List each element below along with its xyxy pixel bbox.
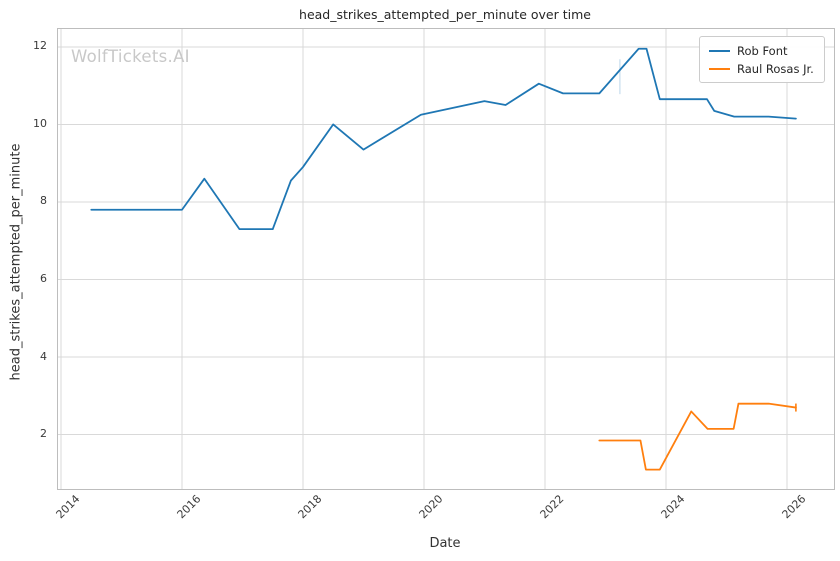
legend-label-raul-rosas-jr: Raul Rosas Jr.	[737, 62, 814, 76]
x-tick-label: 2026	[779, 492, 809, 522]
y-tick-label: 6	[40, 272, 47, 286]
x-tick-label: 2018	[295, 492, 325, 522]
legend-item-rob-font: Rob Font	[700, 42, 824, 60]
y-tick-label: 10	[33, 116, 47, 130]
x-tick-label: 2022	[537, 492, 567, 522]
y-tick-label: 12	[33, 39, 47, 53]
y-tick-label: 4	[40, 349, 47, 363]
x-tick-label: 2014	[53, 492, 83, 522]
x-tick-label: 2020	[416, 492, 446, 522]
x-axis-label: Date	[429, 536, 461, 551]
legend-label-rob-font: Rob Font	[737, 44, 788, 58]
series-line-raul-rosas-jr	[598, 402, 797, 471]
legend: Rob Font Raul Rosas Jr.	[699, 36, 825, 83]
chart-title: head_strikes_attempted_per_minute over t…	[299, 7, 591, 22]
y-tick-label: 2	[40, 427, 47, 441]
plot-canvas	[58, 29, 834, 489]
x-tick-label: 2016	[174, 492, 204, 522]
plot-area	[57, 28, 835, 490]
legend-line-swatch-orange	[709, 68, 730, 70]
x-tick-label: 2024	[658, 492, 688, 522]
y-axis-label: head_strikes_attempted_per_minute	[8, 143, 24, 381]
legend-item-raul-rosas-jr: Raul Rosas Jr.	[700, 60, 824, 78]
y-tick-label: 8	[40, 194, 47, 208]
series-line-rob-font	[90, 47, 797, 231]
legend-line-swatch-blue	[709, 50, 730, 52]
